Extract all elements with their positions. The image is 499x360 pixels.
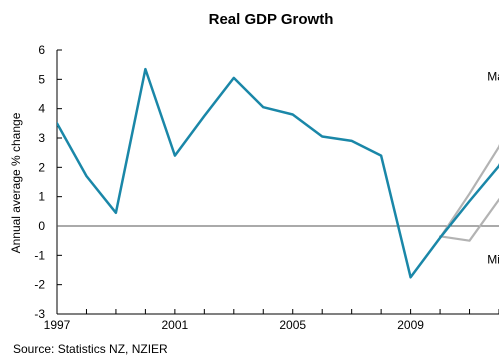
annotation-layer: Maximum Minimum xyxy=(487,69,499,266)
x-tick-label: 2001 xyxy=(162,318,189,332)
y-tick-label: -1 xyxy=(34,248,45,262)
y-tick-label: 2 xyxy=(38,160,45,174)
series-line-main xyxy=(57,67,499,279)
y-tick-label: 3 xyxy=(38,131,45,145)
series-layer xyxy=(57,67,499,279)
y-tick-label: 0 xyxy=(38,219,45,233)
x-axis: 1997 2001 2005 2009 xyxy=(44,225,499,332)
y-tick-label: 5 xyxy=(38,72,45,86)
y-axis-label: Annual average % change xyxy=(9,112,23,253)
y-axis: 6 5 4 3 2 1 0 -1 -2 -3 xyxy=(34,43,62,321)
y-tick-label: -3 xyxy=(34,307,45,321)
x-tick-label: 2005 xyxy=(279,318,306,332)
x-tick-label: 2009 xyxy=(397,318,424,332)
y-tick-label: 4 xyxy=(38,102,45,116)
series-line-maximum xyxy=(439,143,499,239)
x-tick-label: 1997 xyxy=(44,318,71,332)
chart-title: Real GDP Growth xyxy=(209,11,334,28)
annotation-label-1: Minimum xyxy=(487,253,499,267)
source-note: Source: Statistics NZ, NZIER xyxy=(13,342,168,356)
y-tick-label: 1 xyxy=(38,190,45,204)
series-line-minimum xyxy=(439,197,499,242)
annotation-label-0: Maximum xyxy=(487,69,499,83)
y-tick-label: -2 xyxy=(34,278,45,292)
y-tick-label: 6 xyxy=(38,43,45,57)
